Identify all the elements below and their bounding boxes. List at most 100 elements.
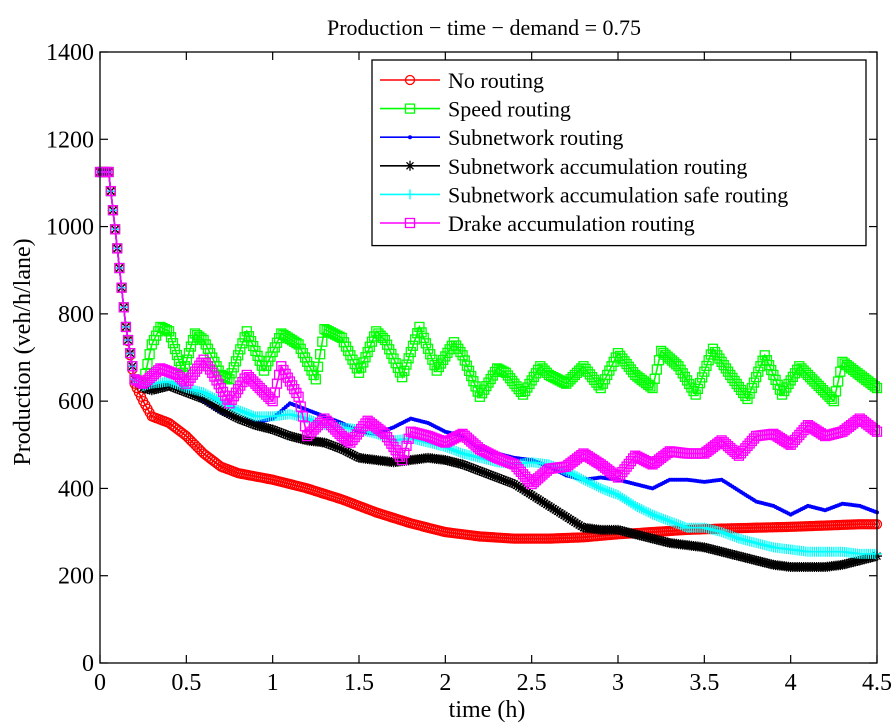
series-subnetwork-accumulation-routing-marker — [461, 461, 472, 472]
series-subnetwork-accumulation-routing-marker — [351, 451, 362, 462]
series-speed-routing-marker — [317, 336, 328, 347]
series-subnetwork-accumulation-safe-routing-marker — [235, 405, 246, 416]
x-tick-label: 2.5 — [517, 670, 547, 696]
x-tick-label: 3.5 — [689, 670, 719, 696]
series-subnetwork-accumulation-routing-marker — [189, 390, 200, 401]
series-subnetwork-accumulation-safe-routing-marker — [634, 503, 645, 514]
series-subnetwork-accumulation-safe-routing-marker — [608, 488, 619, 499]
series-subnetwork-accumulation-safe-routing-marker — [202, 389, 213, 400]
series-drake-accumulation-routing-marker — [397, 454, 408, 466]
series-speed-routing-marker — [144, 349, 155, 360]
series-speed-routing-marker — [418, 332, 429, 344]
series-speed-routing-marker — [353, 367, 365, 378]
series-speed-routing-marker — [697, 372, 708, 383]
series-drake-accumulation-routing — [94, 166, 883, 490]
series-subnetwork-accumulation-safe-routing-marker — [246, 409, 257, 420]
series-speed-routing-marker — [422, 343, 434, 354]
series-subnetwork-accumulation-routing-marker — [222, 408, 233, 419]
series-subnetwork-accumulation-safe-routing-marker — [638, 505, 649, 516]
series-speed-routing-marker — [753, 366, 764, 377]
series-subnetwork-accumulation-routing-marker — [187, 389, 198, 400]
series-drake-accumulation-routing-marker — [118, 302, 129, 313]
series-subnetwork-accumulation-routing-marker — [192, 391, 203, 402]
series-subnetwork-accumulation-safe-routing — [95, 167, 882, 559]
series-subnetwork-accumulation-safe-routing-marker — [576, 473, 587, 484]
series-speed-routing-marker — [310, 374, 321, 385]
series-subnetwork-accumulation-routing-marker — [271, 426, 282, 437]
legend-item-drake-accumulation-routing: Drake accumulation routing — [380, 211, 695, 236]
series-speed-routing-marker — [420, 338, 432, 349]
series-subnetwork-accumulation-safe-routing-marker — [723, 529, 734, 540]
series-subnetwork-accumulation-safe-routing-marker — [582, 476, 593, 487]
series-speed-routing-marker — [169, 343, 181, 355]
y-tick-label: 1000 — [46, 215, 94, 241]
series-subnetwork-accumulation-safe-routing-marker — [651, 511, 662, 522]
y-tick-label: 200 — [58, 564, 94, 590]
x-tick-label: 3 — [612, 670, 624, 696]
legend-item-subnetwork-accumulation-routing: Subnetwork accumulation routing — [380, 154, 747, 179]
series-subnetwork-accumulation-routing-marker — [248, 419, 259, 430]
series-subnetwork-accumulation-safe-routing-marker — [660, 514, 671, 525]
y-tick-label: 0 — [82, 651, 94, 677]
series-subnetwork-accumulation-safe-routing-marker — [729, 531, 740, 542]
series-speed-routing-marker — [314, 349, 326, 360]
series-subnetwork-accumulation-routing-marker — [474, 465, 485, 476]
series-subnetwork-accumulation-routing-marker — [464, 461, 475, 472]
series-subnetwork-accumulation-routing-marker — [349, 450, 360, 461]
series-subnetwork-accumulation-safe-routing-marker — [677, 521, 688, 532]
x-tick-label: 4 — [785, 670, 797, 696]
y-tick-label: 1400 — [46, 40, 94, 66]
series-subnetwork-accumulation-routing-marker — [241, 416, 252, 427]
series-subnetwork-accumulation-routing-marker — [336, 444, 347, 455]
series-subnetwork-accumulation-routing-marker — [343, 447, 354, 458]
series-subnetwork-accumulation-safe-routing-marker — [233, 404, 244, 415]
series-speed-routing-marker — [224, 374, 235, 385]
legend-marker — [404, 217, 416, 229]
legend-marker — [408, 135, 412, 140]
x-tick-label: 1 — [267, 670, 279, 696]
x-tick-label: 0.5 — [171, 670, 201, 696]
series-subnetwork-accumulation-safe-routing-marker — [656, 512, 667, 523]
y-tick-label: 1200 — [46, 127, 94, 153]
series-subnetwork-accumulation-safe-routing-marker — [580, 475, 591, 486]
series-subnetwork-accumulation-routing-marker — [274, 426, 285, 437]
series-speed-routing-marker — [226, 368, 237, 379]
series-subnetwork-accumulation-safe-routing-marker — [600, 485, 611, 496]
series-subnetwork-accumulation-safe-routing-marker — [569, 470, 580, 481]
series-subnetwork-accumulation-safe-routing-marker — [595, 483, 606, 494]
series-speed-routing-marker — [416, 327, 427, 338]
series-speed-routing-marker — [425, 349, 436, 360]
series-drake-accumulation-routing-marker — [105, 185, 116, 197]
series-subnetwork-accumulation-safe-routing-marker — [731, 532, 742, 543]
series-speed-routing-marker — [228, 362, 239, 373]
series-subnetwork-accumulation-routing-marker — [243, 417, 254, 428]
series-subnetwork-accumulation-routing-marker — [196, 393, 207, 404]
series-subnetwork-accumulation-safe-routing-marker — [602, 485, 613, 496]
series-subnetwork-accumulation-routing-marker — [472, 465, 483, 476]
series-drake-accumulation-routing-marker — [293, 391, 304, 402]
series-subnetwork-accumulation-safe-routing-marker — [574, 472, 585, 483]
series-subnetwork-accumulation-safe-routing-marker — [597, 484, 608, 495]
series-speed-routing-marker — [401, 359, 412, 370]
series-subnetwork-accumulation-safe-routing-marker — [716, 527, 727, 538]
y-tick-label: 800 — [58, 302, 94, 328]
series-speed-routing-marker — [165, 332, 177, 343]
series-subnetwork-accumulation-routing-marker — [341, 446, 352, 457]
series-drake-accumulation-routing-marker — [109, 224, 121, 235]
series-subnetwork-accumulation-routing-marker — [483, 469, 494, 480]
series-subnetwork-accumulation-safe-routing-marker — [720, 528, 731, 539]
series-subnetwork-accumulation-safe-routing-marker — [632, 501, 643, 512]
series-subnetwork-accumulation-routing-marker — [487, 470, 498, 481]
series-subnetwork-accumulation-safe-routing-marker — [593, 482, 604, 493]
series-drake-accumulation-routing-marker — [869, 424, 880, 436]
series-subnetwork-accumulation-safe-routing-marker — [567, 469, 578, 480]
series-subnetwork-accumulation-safe-routing-marker — [241, 408, 252, 419]
series-speed-routing-marker — [171, 349, 183, 361]
series-subnetwork-accumulation-routing-marker — [220, 407, 231, 418]
series-subnetwork-accumulation-safe-routing-marker — [578, 474, 589, 485]
series-speed-routing-marker — [405, 346, 416, 358]
series-subnetwork-accumulation-routing-marker — [498, 474, 509, 485]
series-subnetwork-accumulation-safe-routing-marker — [584, 477, 595, 488]
series-drake-accumulation-routing-marker — [127, 361, 138, 372]
legend-marker — [405, 160, 415, 171]
